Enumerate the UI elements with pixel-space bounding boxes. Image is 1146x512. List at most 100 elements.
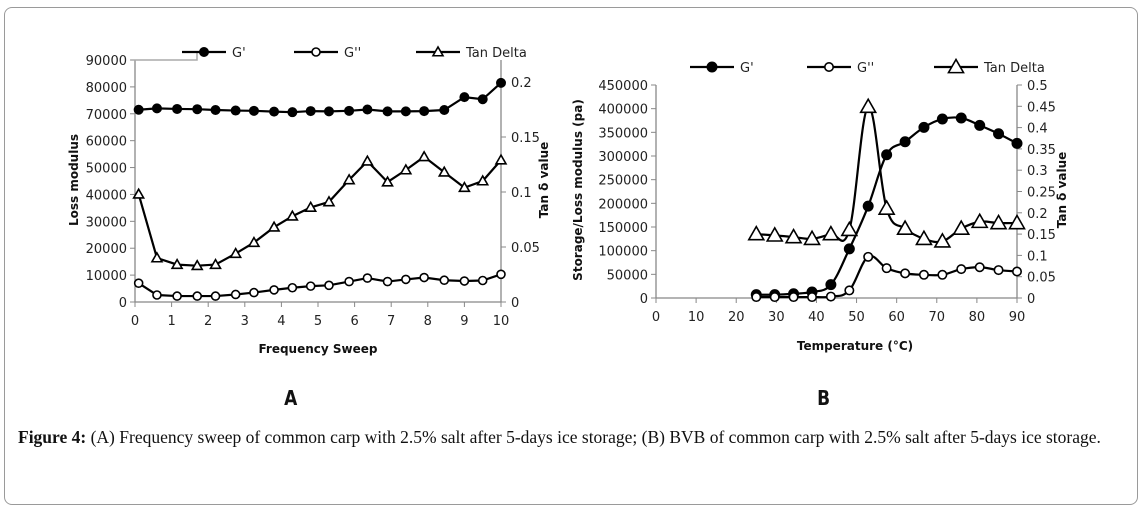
data-point-tandelta bbox=[267, 220, 281, 232]
legend-label: G'' bbox=[344, 46, 361, 61]
y-tick-label: 60000 bbox=[86, 135, 127, 150]
data-point-tandelta bbox=[803, 229, 821, 246]
data-point-gprime bbox=[287, 107, 298, 118]
y-tick-label: 50000 bbox=[607, 268, 648, 283]
y2-tick-label: 0.4 bbox=[1027, 122, 1048, 137]
data-point-gprime bbox=[459, 92, 470, 103]
data-point-gprime bbox=[439, 105, 450, 116]
data-point-tandelta bbox=[877, 199, 896, 215]
y-tick-label: 450000 bbox=[598, 79, 648, 94]
caption-text: (A) Frequency sweep of common carp with … bbox=[86, 427, 1101, 447]
y-tick-label: 300000 bbox=[598, 150, 648, 165]
data-point-gprime bbox=[706, 61, 718, 73]
data-point-gdoubleprime bbox=[324, 280, 334, 291]
data-point-gprime bbox=[269, 106, 280, 117]
data-point-gprime bbox=[230, 105, 241, 116]
data-point-gprime bbox=[400, 106, 411, 117]
data-point-tandelta bbox=[132, 187, 146, 199]
data-point-gdoubleprime bbox=[496, 269, 506, 280]
data-point-gdoubleprime bbox=[459, 276, 470, 286]
y2-tick-label: 0.15 bbox=[1027, 228, 1056, 243]
legend-label: Tan Delta bbox=[465, 46, 527, 61]
data-point-gdoubleprime bbox=[863, 251, 874, 262]
data-point-gprime bbox=[305, 106, 316, 117]
data-point-gprime bbox=[955, 112, 967, 124]
x-tick-label: 70 bbox=[929, 310, 946, 325]
x-tick-label: 6 bbox=[350, 314, 358, 329]
data-point-tandelta bbox=[840, 220, 859, 237]
data-point-gprime bbox=[993, 128, 1005, 140]
data-point-tandelta bbox=[822, 224, 840, 241]
data-point-gdoubleprime bbox=[788, 292, 799, 303]
y-tick-label: 20000 bbox=[86, 242, 127, 257]
chart-b: 0 50000 100000 150000 200000 250000 300000 3500… bbox=[571, 57, 1069, 353]
caption-lead: Figure 4: bbox=[18, 427, 87, 447]
data-point-tandelta bbox=[286, 209, 299, 221]
data-point-gdoubleprime bbox=[993, 265, 1004, 276]
data-point-gdoubleprime bbox=[382, 276, 393, 287]
data-point-gprime bbox=[899, 136, 911, 148]
legend-item-tandelta: Tan Delta bbox=[416, 45, 527, 61]
y-tick-label: 400000 bbox=[598, 103, 648, 118]
x-tick-label: 7 bbox=[387, 314, 395, 329]
data-point-gdoubleprime bbox=[269, 285, 279, 295]
data-point-gprime bbox=[199, 47, 209, 57]
data-point-tandelta bbox=[431, 45, 445, 57]
legend-item-gdoubleprime: G'' bbox=[807, 61, 874, 76]
y-axis-title: Storage/Loss modulus (pa) bbox=[571, 99, 585, 281]
legend: G' G'' Tan Delta bbox=[690, 57, 1045, 76]
data-point-tandelta bbox=[765, 226, 784, 242]
data-point-gdoubleprime bbox=[362, 273, 373, 283]
data-point-gdoubleprime bbox=[344, 276, 354, 287]
x-tick-label: 40 bbox=[808, 310, 825, 325]
data-point-tandelta bbox=[417, 150, 431, 162]
y-tick-label: 80000 bbox=[86, 81, 127, 96]
x-tick-label: 1 bbox=[167, 314, 175, 329]
data-point-tandelta bbox=[933, 232, 952, 248]
data-point-tandelta bbox=[970, 212, 989, 229]
y2-tick-label: 0.05 bbox=[511, 241, 540, 256]
data-point-gdoubleprime bbox=[439, 275, 450, 286]
x-tick-label: 80 bbox=[969, 310, 986, 325]
legend-label: G' bbox=[232, 46, 246, 61]
data-point-gdoubleprime bbox=[1011, 266, 1022, 277]
data-point-tandelta bbox=[458, 180, 471, 193]
x-tick-label: 50 bbox=[848, 310, 865, 325]
y2-axis-title: Tan δ value bbox=[537, 142, 551, 219]
y-tick-label: 350000 bbox=[598, 126, 648, 141]
y2-axis-title: Tan δ value bbox=[1055, 152, 1069, 229]
data-point-gprime bbox=[362, 104, 373, 115]
series-line bbox=[756, 105, 1018, 244]
x-tick-label: 20 bbox=[728, 310, 745, 325]
data-point-tandelta bbox=[947, 57, 965, 74]
data-point-gprime bbox=[862, 200, 874, 212]
y-tick-label: 250000 bbox=[598, 174, 648, 189]
data-point-gdoubleprime bbox=[825, 291, 836, 302]
data-point-tandelta bbox=[381, 175, 394, 187]
y2-tick-label: 0.25 bbox=[1027, 186, 1056, 201]
data-point-gdoubleprime bbox=[918, 269, 929, 280]
y2-tick-label: 0.1 bbox=[1027, 249, 1048, 264]
data-point-tandelta bbox=[784, 227, 803, 244]
data-point-gdoubleprime bbox=[823, 61, 834, 72]
y2-tick-label: 0.35 bbox=[1027, 143, 1056, 158]
y2-tick-label: 0 bbox=[1027, 292, 1035, 307]
data-point-tandelta bbox=[1008, 213, 1026, 230]
y-tick-label: 10000 bbox=[86, 269, 127, 284]
legend-item-gprime: G' bbox=[690, 61, 754, 76]
y2-tick-label: 0 bbox=[511, 296, 519, 311]
x-tick-label: 90 bbox=[1009, 310, 1026, 325]
data-point-gprime bbox=[172, 103, 183, 114]
legend-label: Tan Delta bbox=[983, 61, 1045, 76]
data-point-gprime bbox=[382, 106, 393, 117]
data-point-gdoubleprime bbox=[133, 278, 144, 288]
y-tick-label: 50000 bbox=[86, 162, 127, 177]
series-tandelta bbox=[747, 97, 1026, 248]
data-point-gprime bbox=[419, 106, 430, 117]
data-point-tandelta bbox=[915, 229, 933, 246]
data-point-gprime bbox=[344, 105, 355, 116]
y-tick-label: 100000 bbox=[598, 245, 648, 260]
data-point-gprime bbox=[496, 77, 506, 88]
data-point-gdoubleprime bbox=[844, 285, 855, 296]
